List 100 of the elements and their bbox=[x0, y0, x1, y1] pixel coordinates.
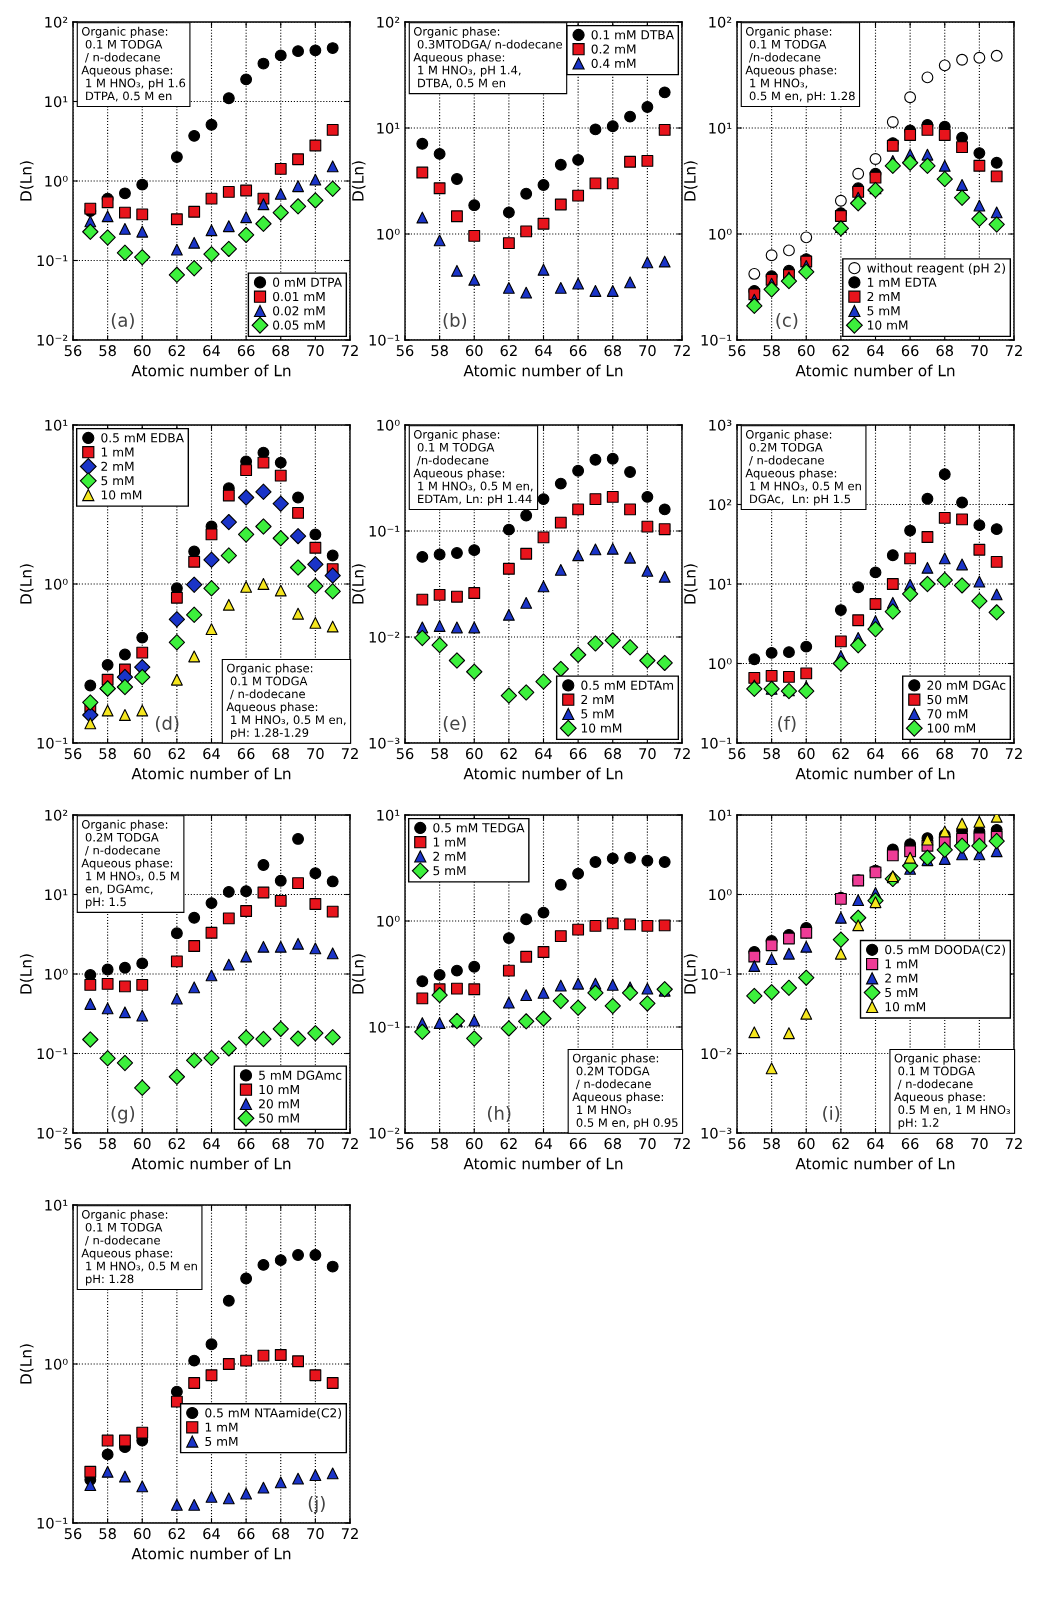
x-tick-label: 70 bbox=[639, 1138, 656, 1150]
x-axis-title: Atomic number of Ln bbox=[131, 364, 291, 377]
x-tick-label: 60 bbox=[797, 748, 815, 760]
y-tick-label: 10⁻² bbox=[37, 334, 68, 346]
annotation: Organic phase: 0.1 M TODGA / n-dodecane Aqueous phase: 1 M HNO₃, pH 1.6 DTPA, 0.5 M en bbox=[81, 26, 186, 102]
y-tick-label: 10⁻² bbox=[37, 1127, 68, 1139]
x-tick-label: 60 bbox=[465, 748, 483, 760]
x-tick-label: 60 bbox=[465, 345, 483, 357]
x-tick-label: 64 bbox=[203, 748, 220, 760]
x-tick-label: 72 bbox=[341, 748, 358, 759]
y-tick-label: 10² bbox=[45, 16, 68, 28]
x-tick-label: 60 bbox=[797, 1138, 815, 1150]
y-tick-label: 10⁻¹ bbox=[37, 255, 68, 267]
y-tick-label: 10⁰ bbox=[377, 228, 400, 240]
x-tick-label: 70 bbox=[307, 1138, 324, 1150]
legend-label: 1 mM EDTA bbox=[867, 277, 937, 287]
annotation: Organic phase: 0.1 M TODGA / n-dodecane Aqueous phase: 1 M HNO₃, 0.5 M en pH: 1.28 bbox=[81, 1209, 197, 1286]
x-axis-title: Atomic number of Ln bbox=[795, 364, 955, 377]
legend-label: 50 mM bbox=[259, 1113, 299, 1123]
legend-label: 2 mM bbox=[581, 694, 614, 704]
x-axis-title: Atomic number of Ln bbox=[795, 767, 955, 780]
x-axis-title: Atomic number of Ln bbox=[463, 767, 623, 780]
x-tick-label: 64 bbox=[535, 1138, 552, 1150]
y-tick-label: 10⁻³ bbox=[369, 737, 400, 749]
x-tick-label: 60 bbox=[797, 345, 815, 357]
x-tick-label: 68 bbox=[604, 1138, 622, 1150]
y-tick-label: 10¹ bbox=[709, 809, 732, 821]
legend-label: without reagent (pH 2) bbox=[867, 263, 1006, 275]
y-axis-title: D(Ln) bbox=[19, 954, 34, 994]
x-tick-label: 58 bbox=[763, 1138, 780, 1150]
annotation: (h) bbox=[487, 1105, 511, 1123]
legend-label: 1 mM bbox=[885, 959, 918, 969]
x-tick-label: 60 bbox=[465, 1138, 483, 1150]
x-tick-label: 66 bbox=[237, 748, 255, 760]
legend-label: 5 mM bbox=[885, 987, 918, 998]
y-axis-title: D(Ln) bbox=[683, 954, 698, 994]
y-tick-label: 10³ bbox=[709, 419, 732, 431]
y-tick-label: 10⁰ bbox=[377, 419, 400, 431]
y-tick-label: 10⁻³ bbox=[701, 1127, 732, 1139]
legend-label: 10 mM bbox=[581, 723, 622, 733]
x-tick-label: 60 bbox=[133, 748, 151, 760]
x-tick-label: 58 bbox=[431, 748, 448, 760]
y-tick-label: 10⁻¹ bbox=[701, 737, 732, 749]
x-tick-label: 56 bbox=[64, 1138, 82, 1150]
y-tick-label: 10⁻¹ bbox=[37, 737, 68, 749]
legend-label: 1 mM bbox=[205, 1422, 238, 1432]
x-tick-label: 62 bbox=[500, 345, 517, 357]
legend-label: 0.5 mM NTAamide(C2) bbox=[205, 1408, 342, 1419]
y-tick-label: 10² bbox=[709, 499, 732, 511]
y-tick-label: 10² bbox=[377, 16, 400, 28]
y-tick-label: 10¹ bbox=[709, 578, 732, 590]
x-tick-label: 64 bbox=[867, 748, 884, 760]
x-tick-label: 70 bbox=[971, 345, 988, 357]
legend-label: 10 mM bbox=[885, 1002, 926, 1012]
legend-label: 70 mM bbox=[927, 709, 968, 719]
x-tick-label: 56 bbox=[396, 1138, 414, 1150]
x-tick-label: 68 bbox=[604, 748, 622, 760]
x-tick-label: 58 bbox=[99, 748, 116, 760]
x-axis-title: Atomic number of Ln bbox=[463, 364, 623, 377]
annotation: (f) bbox=[778, 715, 796, 733]
x-tick-label: 56 bbox=[396, 748, 414, 760]
x-tick-label: 68 bbox=[272, 345, 290, 357]
y-axis-title: D(Ln) bbox=[19, 161, 34, 201]
x-tick-label: 60 bbox=[133, 1528, 151, 1540]
legend-label: 10 mM bbox=[867, 320, 908, 330]
y-tick-label: 10⁻¹ bbox=[369, 525, 400, 537]
x-tick-label: 64 bbox=[867, 1138, 884, 1150]
x-tick-label: 70 bbox=[639, 748, 656, 760]
legend-label: 1 mM bbox=[433, 837, 466, 847]
x-tick-label: 66 bbox=[569, 748, 587, 760]
legend-label: 0.05 mM bbox=[273, 320, 325, 330]
y-tick-label: 10⁻¹ bbox=[701, 334, 732, 346]
x-tick-label: 58 bbox=[431, 345, 448, 357]
legend-label: 0.5 mM EDTAm bbox=[581, 680, 674, 690]
x-tick-label: 58 bbox=[99, 345, 116, 357]
x-tick-label: 62 bbox=[168, 345, 185, 357]
y-tick-label: 10⁻² bbox=[369, 1127, 400, 1139]
x-axis-title: Atomic number of Ln bbox=[131, 767, 291, 780]
x-tick-label: 56 bbox=[728, 1138, 746, 1150]
annotation: (j) bbox=[308, 1495, 325, 1514]
x-tick-label: 70 bbox=[307, 345, 324, 357]
x-tick-label: 64 bbox=[535, 345, 552, 357]
x-tick-label: 68 bbox=[272, 748, 290, 760]
annotation: Organic phase: 0.2M TODGA / n-dodecane Aqueous phase: 1 M HNO₃, 0.5 M en, DGAmc, pH: 1.5 bbox=[81, 819, 179, 909]
legend-label: 10 mM bbox=[101, 490, 142, 500]
annotation: Organic phase: 0.1 M TODGA / n-dodecane Aqueous phase: 0.5 M en, 1 M HNO₃ pH: 1.2 bbox=[894, 1053, 1010, 1130]
x-tick-label: 62 bbox=[168, 1528, 185, 1540]
x-tick-label: 66 bbox=[569, 1138, 587, 1150]
y-tick-label: 10⁻¹ bbox=[37, 1517, 68, 1529]
annotation: Organic phase: 0.2M TODGA / n-dodecane Aqueous phase: 1 M HNO₃ 0.5 M en, pH 0.95 bbox=[572, 1053, 678, 1130]
x-axis-title: Atomic number of Ln bbox=[463, 1157, 623, 1170]
annotation: Organic phase: 0.2M TODGA / n-dodecane Aqueous phase: 1 M HNO₃, 0.5 M en DGAc, Ln: pH 1.5 bbox=[745, 429, 861, 506]
y-tick-label: 10⁻¹ bbox=[369, 1021, 400, 1033]
legend-label: 5 mM bbox=[101, 476, 134, 486]
x-tick-label: 62 bbox=[832, 1138, 849, 1150]
legend-label: 5 mM bbox=[581, 709, 614, 719]
x-tick-label: 66 bbox=[237, 1138, 255, 1150]
x-tick-label: 62 bbox=[832, 345, 849, 357]
x-tick-label: 70 bbox=[971, 1138, 988, 1150]
x-tick-label: 62 bbox=[500, 1138, 517, 1150]
